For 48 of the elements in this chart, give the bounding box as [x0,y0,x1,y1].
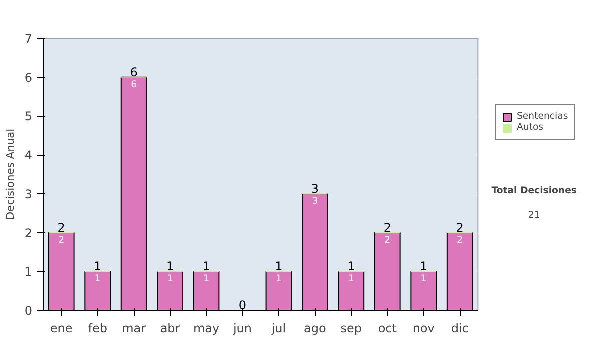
total-label: 1 [275,260,283,274]
total-label: 2 [456,220,464,235]
x-tick-label: abr [160,322,180,336]
x-tick-label: ago [304,322,326,336]
total-label: 1 [94,260,102,274]
data-label: 2 [58,234,65,246]
y-tick-label: 4 [24,148,33,163]
y-tick-label: 7 [24,32,33,46]
total-label: 1 [166,260,174,274]
total-label: 3 [311,182,320,196]
x-tick-label: feb [88,322,108,336]
total-label: 2 [58,220,66,235]
data-label: 1 [94,274,101,285]
total-label: 1 [348,260,356,274]
x-tick-label: jun [232,322,252,336]
total-label: 1 [420,260,428,274]
x-tick-label: oct [378,322,398,336]
total-label: 0 [238,298,247,312]
y-tick-label: 0 [24,304,33,318]
y-tick-label: 1 [24,265,33,280]
legend-label: Sentencias [517,111,568,122]
data-label: 1 [204,274,210,285]
x-tick-label: may [193,322,220,336]
data-label: 2 [457,234,464,246]
data-label: 1 [420,274,427,285]
y-axis-title: Decisiones Anual [4,128,17,220]
x-tick-label: mar [122,322,146,336]
total-label: 1 [202,260,210,274]
legend-label: Autos [517,122,544,133]
data-label: 2 [384,234,391,246]
x-tick-label: dic [451,322,469,336]
y-tick-label: 6 [24,70,33,85]
text: 21 [528,210,540,222]
total-label: 6 [130,65,138,80]
data-label: 1 [348,274,354,285]
y-tick-label: 3 [24,187,33,202]
data-label: 3 [312,196,318,207]
x-tick-label: jul [270,322,286,336]
total-label: 2 [384,220,392,235]
text: Total Decisiones [492,185,578,196]
y-tick-label: 5 [24,110,33,124]
data-label: 1 [276,274,282,285]
y-tick-label: 2 [24,226,33,240]
data-label: 6 [131,79,138,90]
x-tick-label: ene [50,322,73,336]
data-label: 1 [167,274,174,285]
x-tick-label: nov [412,322,435,336]
x-tick-label: sep [340,322,362,336]
